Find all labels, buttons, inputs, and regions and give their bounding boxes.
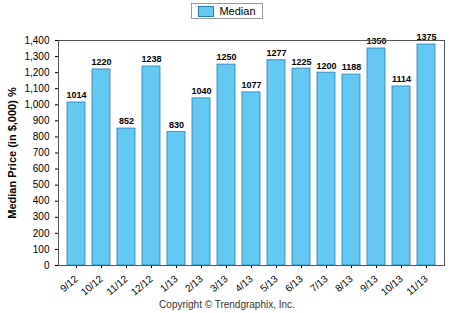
- svg-text:1375: 1375: [416, 32, 437, 43]
- svg-text:600: 600: [33, 163, 50, 174]
- svg-text:12/12: 12/12: [129, 273, 156, 297]
- svg-text:9/12: 9/12: [58, 273, 80, 294]
- svg-text:1225: 1225: [291, 57, 311, 67]
- svg-text:0: 0: [44, 260, 50, 271]
- html-text:Copyright © Trendgraphix, Inc.: Copyright © Trendgraphix, Inc.: [159, 299, 295, 310]
- svg-text:200: 200: [33, 228, 50, 239]
- svg-text:1200: 1200: [316, 61, 336, 71]
- svg-text:8/13: 8/13: [333, 273, 355, 294]
- svg-text:100: 100: [33, 244, 50, 255]
- svg-text:1277: 1277: [266, 48, 286, 58]
- svg-text:10/13: 10/13: [379, 273, 406, 297]
- svg-text:830: 830: [169, 120, 184, 130]
- svg-text:2/13: 2/13: [183, 273, 205, 294]
- svg-text:1238: 1238: [141, 54, 161, 64]
- svg-text:11/13: 11/13: [404, 273, 430, 297]
- svg-text:400: 400: [33, 195, 50, 206]
- svg-text:1,000: 1,000: [24, 99, 49, 110]
- svg-text:800: 800: [33, 131, 50, 142]
- svg-text:1040: 1040: [191, 86, 211, 96]
- svg-text:9/13: 9/13: [358, 273, 380, 294]
- svg-text:700: 700: [33, 147, 50, 158]
- svg-text:Median Price (in $,000) %: Median Price (in $,000) %: [6, 87, 18, 219]
- svg-text:1/13: 1/13: [158, 273, 180, 294]
- svg-text:852: 852: [119, 116, 134, 126]
- svg-text:3/13: 3/13: [208, 273, 230, 294]
- svg-text:1114: 1114: [392, 74, 411, 84]
- svg-text:1,100: 1,100: [24, 83, 49, 94]
- svg-text:10/12: 10/12: [79, 273, 106, 297]
- svg-text:1250: 1250: [216, 52, 236, 62]
- html-text:Median: Median: [219, 5, 256, 17]
- svg-text:300: 300: [33, 211, 50, 222]
- svg-text:1,400: 1,400: [24, 35, 49, 46]
- svg-text:11/12: 11/12: [104, 273, 130, 297]
- svg-text:1014: 1014: [66, 90, 86, 100]
- svg-text:1077: 1077: [241, 80, 261, 90]
- svg-text:500: 500: [33, 179, 50, 190]
- svg-text:4/13: 4/13: [233, 273, 255, 294]
- svg-text:1,200: 1,200: [24, 67, 49, 78]
- svg-text:1188: 1188: [342, 62, 362, 72]
- svg-text:1,300: 1,300: [24, 51, 49, 62]
- svg-text:7/13: 7/13: [308, 273, 330, 294]
- svg-text:1350: 1350: [366, 36, 386, 46]
- svg-text:1220: 1220: [91, 57, 111, 67]
- svg-text:6/13: 6/13: [283, 273, 305, 294]
- svg-text:900: 900: [33, 115, 50, 126]
- svg-text:5/13: 5/13: [258, 273, 280, 294]
